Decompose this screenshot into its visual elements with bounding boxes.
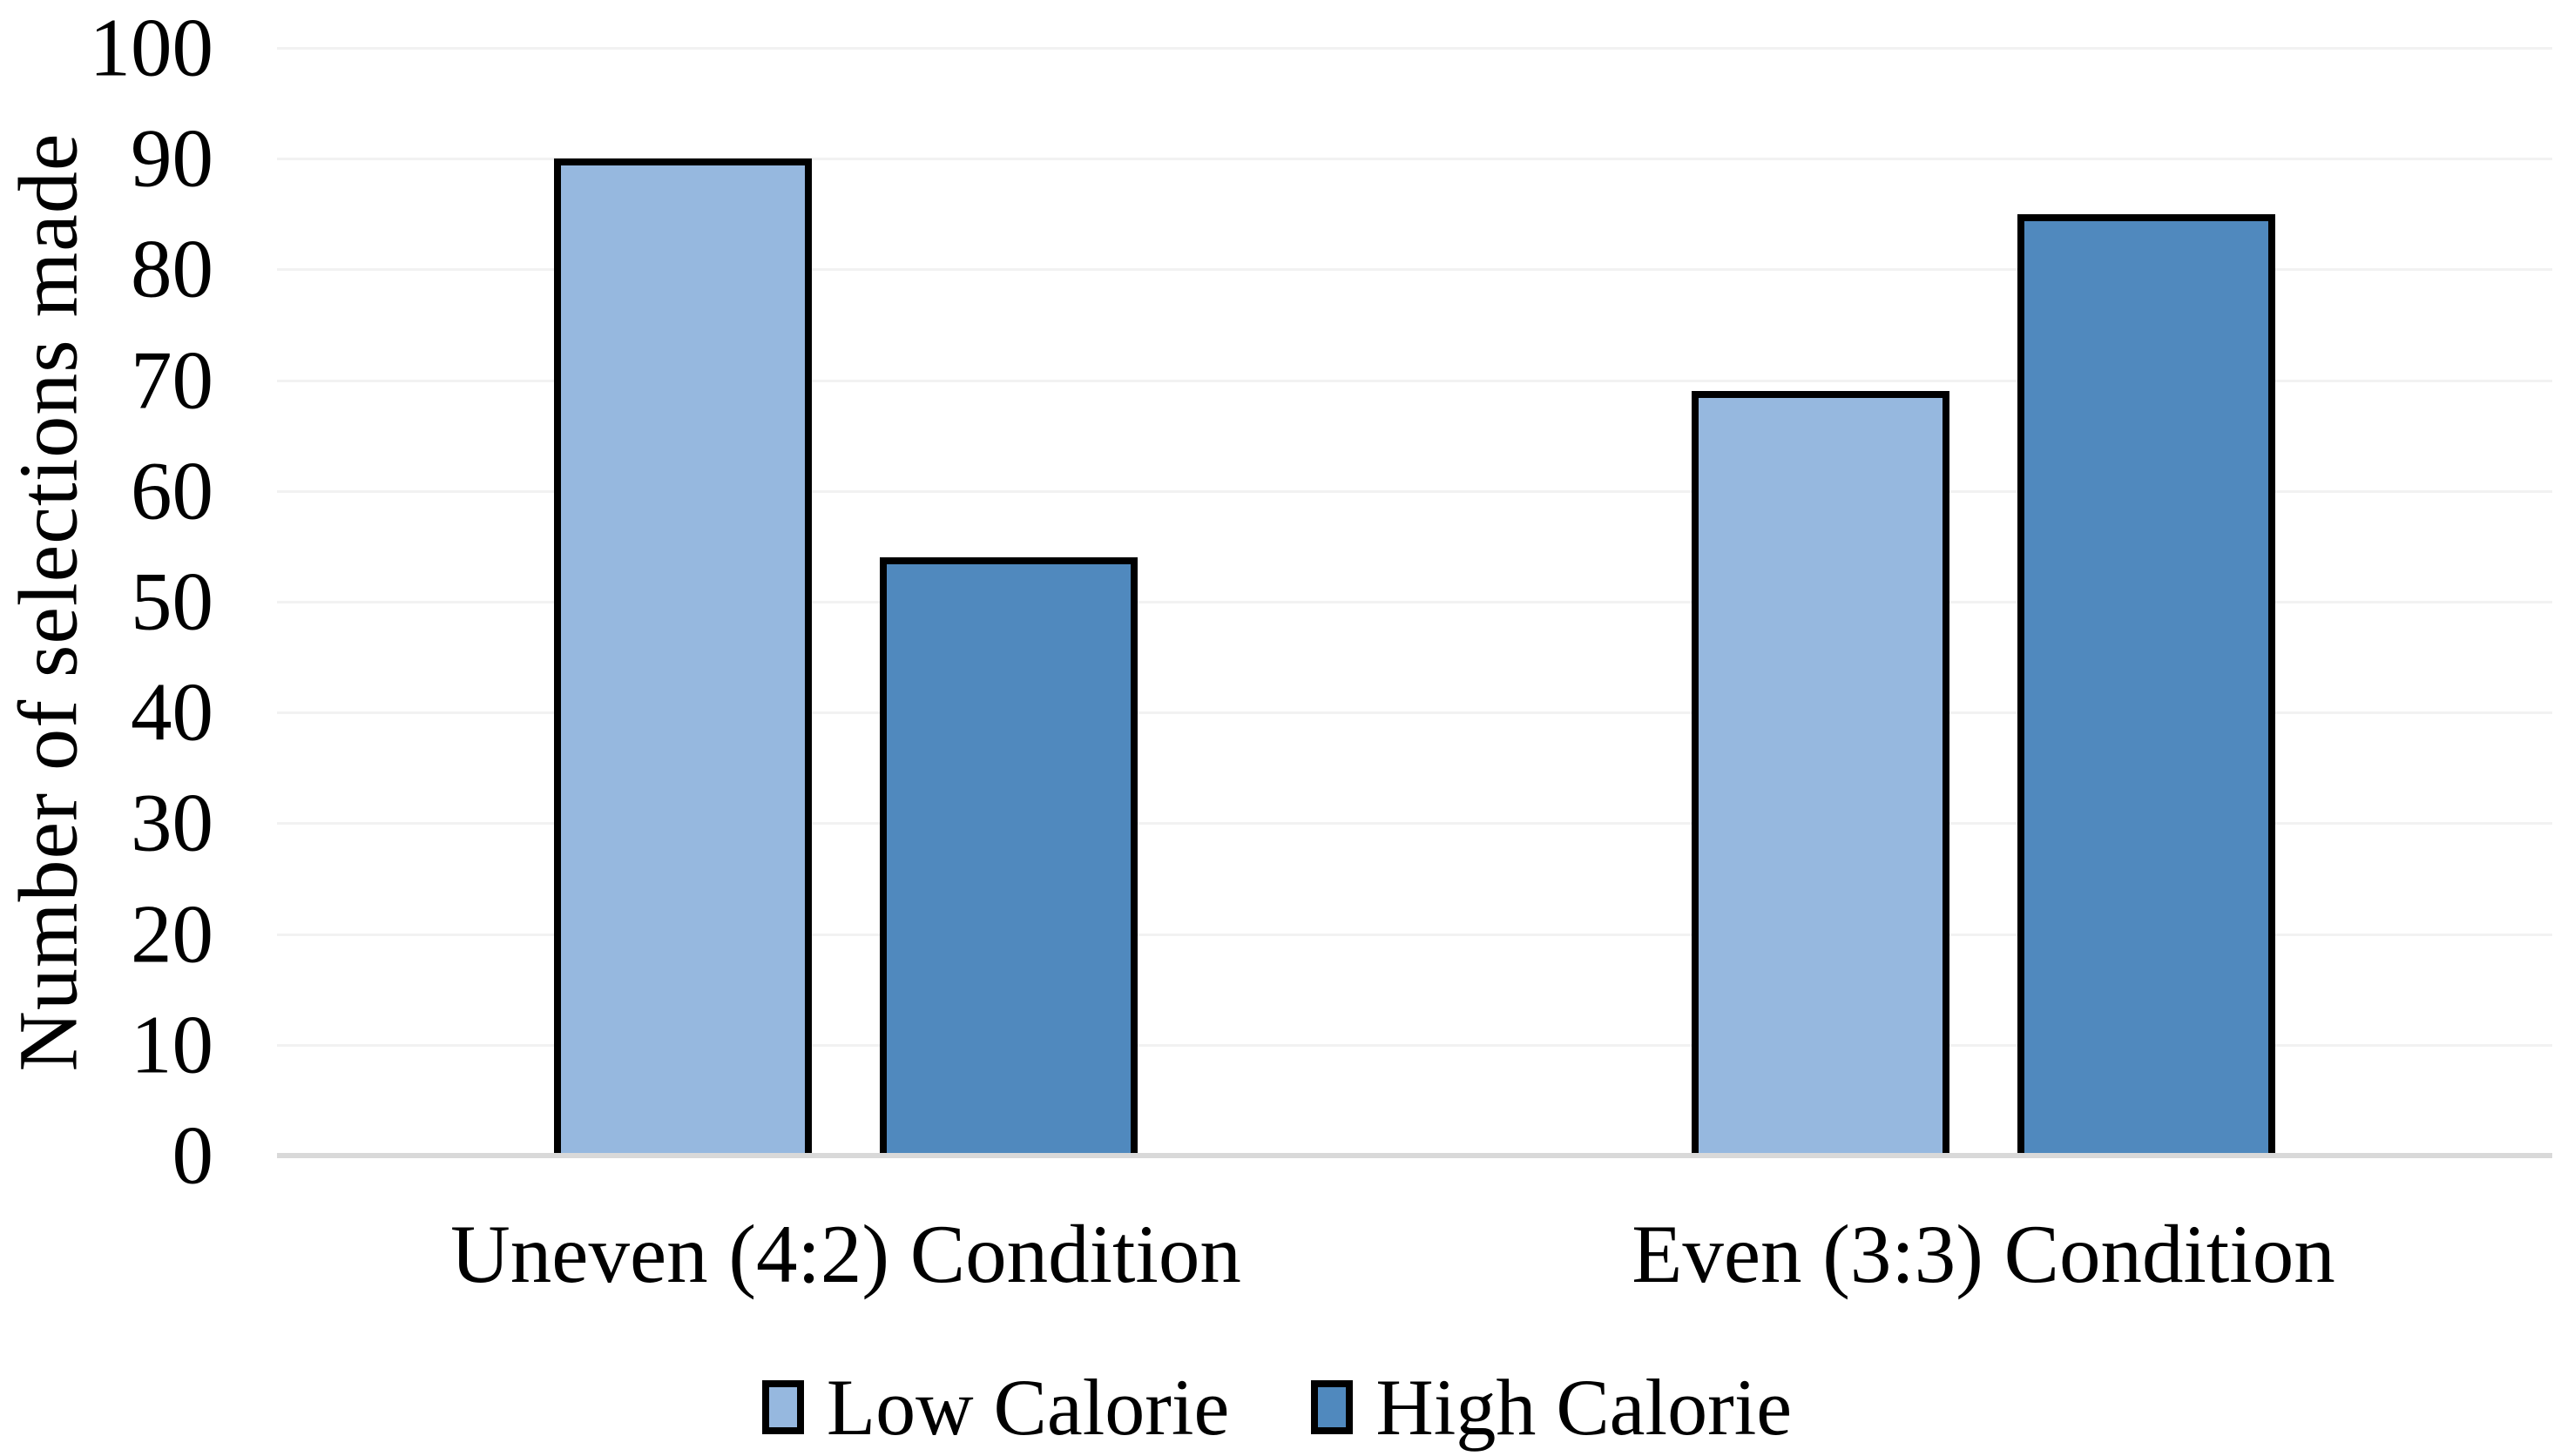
y-tick-label-60: 60 bbox=[131, 444, 213, 537]
y-tick-label-90: 90 bbox=[131, 111, 213, 205]
y-axis-tick-labels: 0 10 20 30 40 50 60 70 80 90 100 bbox=[0, 6, 214, 1196]
y-tick-label-30: 30 bbox=[131, 776, 213, 869]
gridline-10 bbox=[277, 1043, 2552, 1047]
y-tick-label-70: 70 bbox=[131, 334, 213, 427]
bar-high-calorie-even-3-3-condition bbox=[2017, 214, 2275, 1156]
y-tick-label-10: 10 bbox=[131, 998, 213, 1091]
y-tick-label-80: 80 bbox=[131, 222, 213, 315]
legend-item-low-calorie: Low Calorie bbox=[761, 1363, 1230, 1452]
gridline-100 bbox=[277, 47, 2552, 50]
x-label-even-3-3-condition: Even (3:3) Condition bbox=[1632, 1208, 2335, 1300]
y-tick-label-0: 0 bbox=[172, 1109, 214, 1202]
x-axis-line bbox=[277, 1153, 2552, 1158]
x-axis-category-labels: Uneven (4:2) Condition Even (3:3) Conditi… bbox=[0, 1210, 2554, 1306]
plot-area bbox=[277, 47, 2552, 1158]
gridline-80 bbox=[277, 268, 2552, 272]
gridline-60 bbox=[277, 489, 2552, 493]
gridline-40 bbox=[277, 711, 2552, 715]
bar-low-calorie-uneven-4-2-condition bbox=[554, 158, 812, 1156]
y-tick-label-20: 20 bbox=[131, 887, 213, 981]
bar-high-calorie-uneven-4-2-condition bbox=[880, 557, 1138, 1156]
legend-label-high-calorie: High Calorie bbox=[1375, 1363, 1793, 1452]
legend-swatch-low-calorie bbox=[761, 1380, 804, 1434]
bar-low-calorie-even-3-3-condition bbox=[1692, 391, 1949, 1156]
gridline-90 bbox=[277, 158, 2552, 161]
legend-label-low-calorie: Low Calorie bbox=[826, 1363, 1230, 1452]
x-label-uneven-4-2-condition: Uneven (4:2) Condition bbox=[450, 1208, 1241, 1300]
y-tick-label-40: 40 bbox=[131, 665, 213, 758]
gridline-20 bbox=[277, 933, 2552, 936]
gridline-30 bbox=[277, 822, 2552, 826]
y-tick-label-100: 100 bbox=[89, 1, 214, 94]
legend-swatch-high-calorie bbox=[1311, 1380, 1354, 1434]
legend-item-high-calorie: High Calorie bbox=[1311, 1364, 1792, 1451]
legend: Low Calorie High Calorie bbox=[0, 1364, 2554, 1451]
gridline-70 bbox=[277, 379, 2552, 382]
y-tick-label-50: 50 bbox=[131, 555, 213, 648]
gridline-50 bbox=[277, 601, 2552, 603]
